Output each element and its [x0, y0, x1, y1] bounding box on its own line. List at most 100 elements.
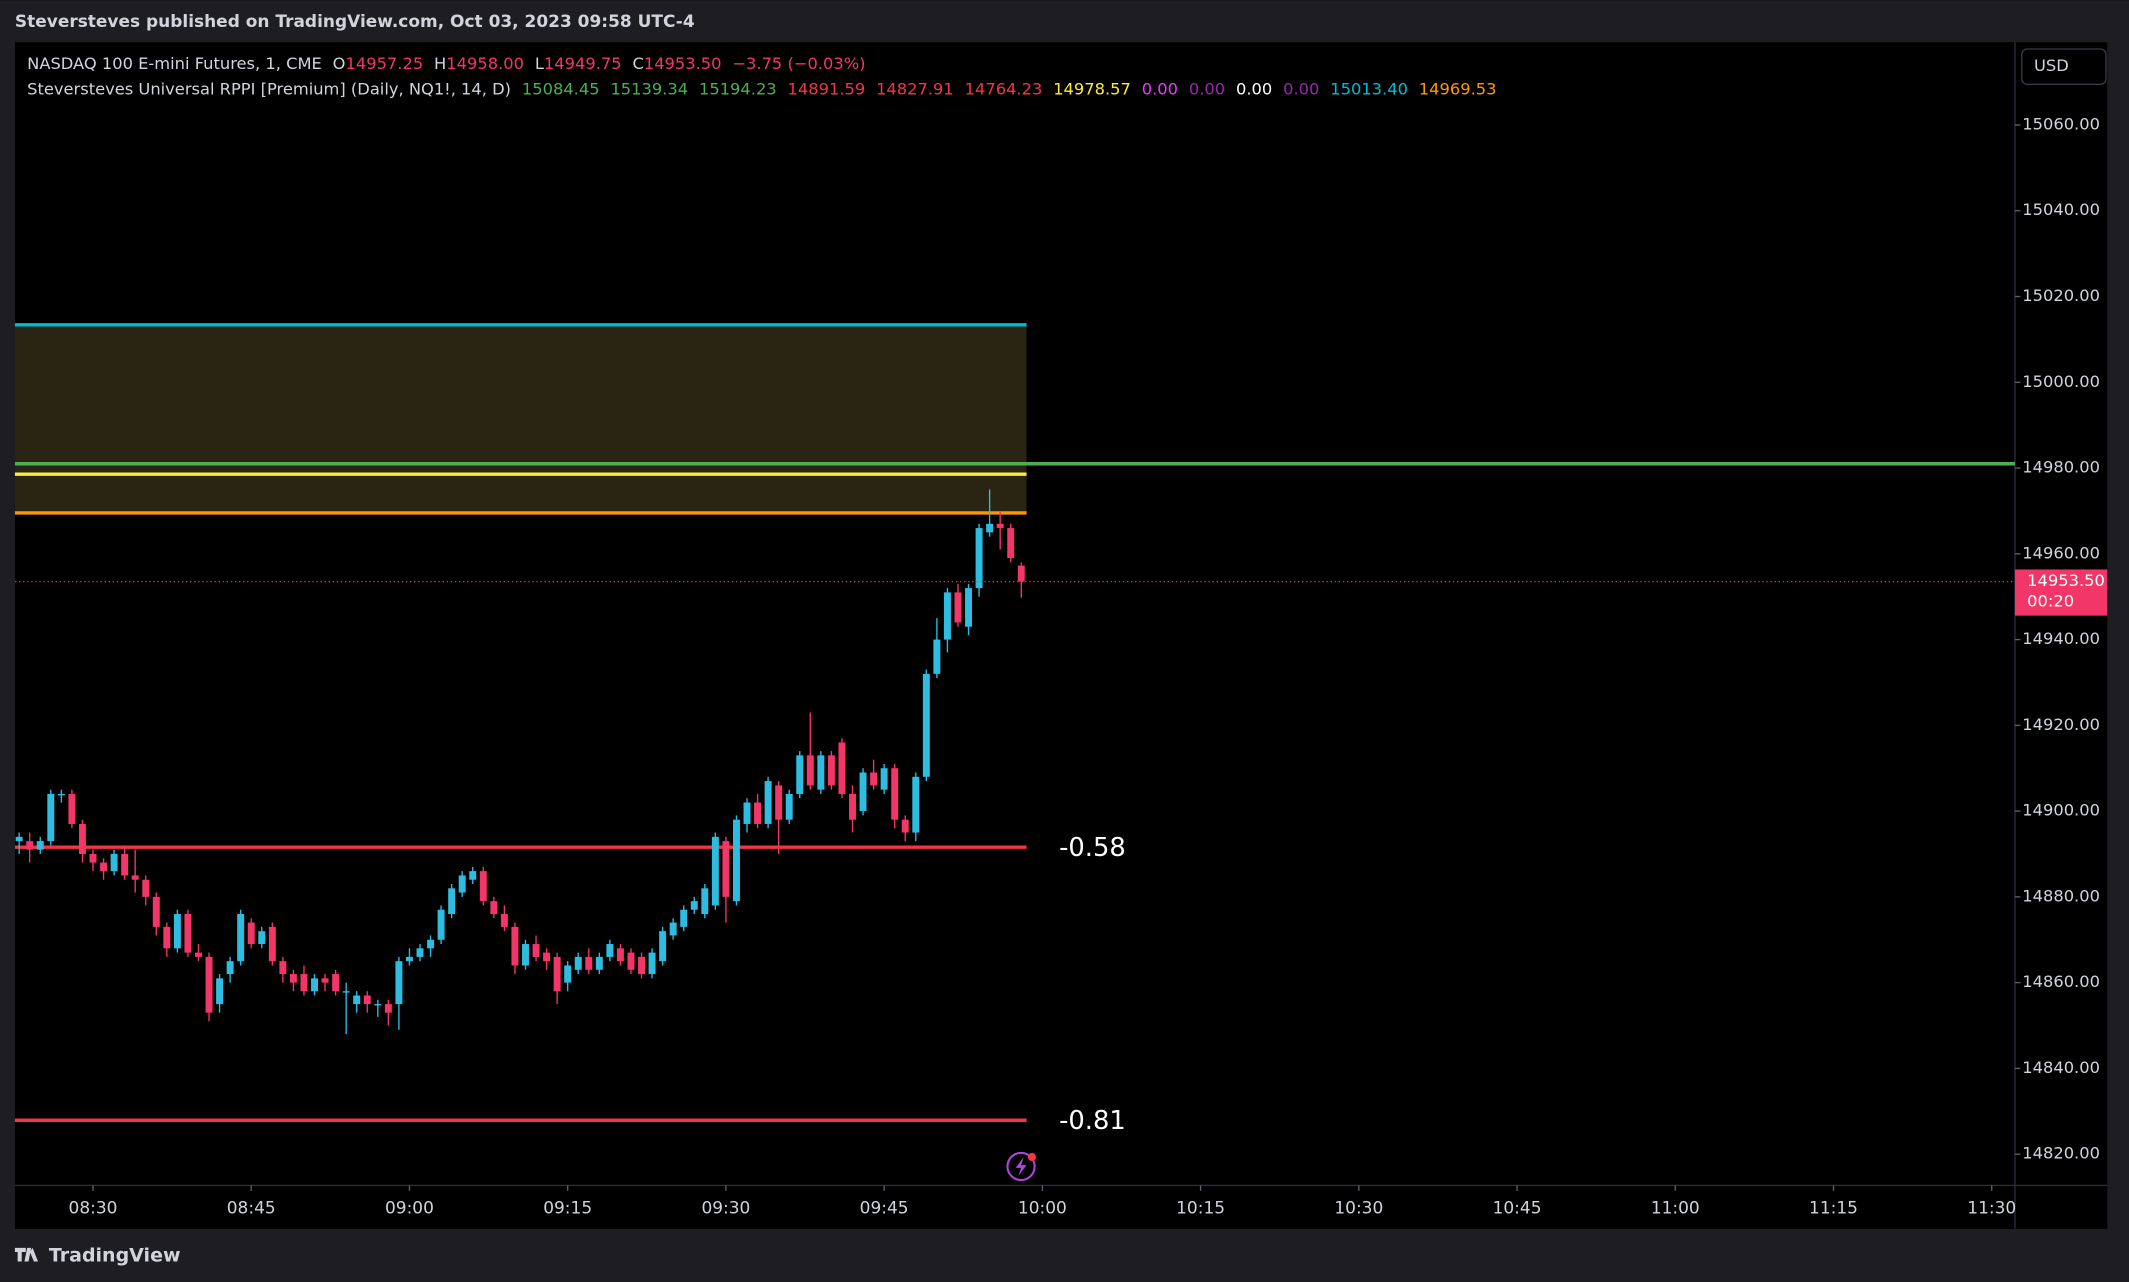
candle-body: [57, 793, 65, 796]
y-tick-label: 14900.00: [2022, 801, 2100, 820]
brand[interactable]: TradingView: [49, 1245, 181, 1267]
candle-body: [342, 991, 350, 993]
lightning-icon[interactable]: [1006, 1151, 1036, 1182]
candle-body: [901, 819, 909, 833]
candle-body: [532, 944, 540, 957]
ohlc-value: 14957.25: [346, 53, 424, 72]
x-tick-label: 08:45: [227, 1199, 276, 1219]
y-tick-label: 14860.00: [2022, 972, 2100, 991]
publish-title: Steversteves published on TradingView.co…: [15, 12, 695, 32]
candle-body: [933, 639, 941, 674]
candle-body: [585, 956, 593, 970]
indicator-value: 14978.57: [1053, 79, 1131, 98]
candle-body: [986, 523, 994, 533]
candle-body: [36, 841, 44, 850]
candle-body: [173, 914, 181, 949]
indicator-value: 0.00: [1142, 79, 1178, 98]
y-tick-label: 14840.00: [2022, 1058, 2100, 1077]
candle-body: [500, 914, 508, 927]
candle-body: [891, 768, 899, 820]
y-tick-label: 14920.00: [2022, 715, 2100, 734]
y-tick-label: 14940.00: [2022, 629, 2100, 648]
candle-body: [311, 978, 318, 992]
candle-body: [89, 853, 97, 863]
currency[interactable]: USD: [2034, 56, 2069, 75]
candle-body: [827, 755, 835, 786]
candle-body: [15, 836, 23, 842]
x-tick-label: 10:30: [1334, 1199, 1383, 1219]
last-price-label: 14953.50: [2027, 571, 2105, 590]
y-tick-label: 15040.00: [2022, 200, 2100, 219]
candle-body: [142, 879, 150, 897]
candle-body: [574, 956, 582, 970]
candle-body: [975, 528, 983, 589]
candle-body: [511, 926, 519, 966]
candle-body: [965, 588, 973, 627]
x-tick-label: 09:15: [543, 1199, 592, 1219]
candle-body: [1007, 528, 1015, 559]
x-tick-label: 10:45: [1493, 1199, 1542, 1219]
indicator-value: 0.00: [1236, 79, 1272, 98]
x-tick-label: 11:30: [1967, 1199, 2016, 1219]
candle-body: [732, 819, 740, 902]
footer-logo[interactable]: [14, 1247, 39, 1262]
currency-button[interactable]: [2021, 48, 2107, 85]
candle-body: [522, 944, 529, 966]
candle-body: [47, 793, 55, 842]
x-tick-label: 10:15: [1176, 1199, 1225, 1219]
candle-body: [922, 673, 930, 777]
ohlc-label: H: [434, 53, 446, 72]
indicator-value: 0.00: [1283, 79, 1319, 98]
candle-body: [754, 802, 762, 824]
candle-body: [1017, 565, 1025, 582]
level-label: -0.81: [1059, 1106, 1126, 1136]
candle-body: [427, 939, 435, 949]
candle-body: [437, 909, 445, 940]
candle-body: [616, 948, 624, 962]
y-tick-label: 14960.00: [2022, 543, 2100, 562]
candle-body: [859, 772, 867, 812]
y-tick-label: 15000.00: [2022, 372, 2100, 391]
y-tick-label: 15060.00: [2022, 114, 2100, 133]
candle-body: [817, 755, 825, 790]
candle-body: [775, 785, 783, 820]
indicator-value: 14827.91: [876, 79, 954, 98]
candle-body: [943, 592, 951, 640]
indicator-value: 15139.34: [610, 79, 688, 98]
candle-body: [849, 793, 856, 820]
candle-body: [226, 961, 234, 975]
candle-body: [669, 922, 677, 936]
candle-body: [205, 956, 213, 1013]
candle-body: [268, 926, 276, 962]
change: −3.75 (−0.03%): [732, 53, 865, 72]
x-tick-label: 08:30: [69, 1199, 118, 1219]
x-tick-label: 11:15: [1809, 1199, 1858, 1219]
x-tick-label: 09:30: [701, 1199, 750, 1219]
candle-body: [627, 952, 635, 970]
candle-body: [110, 853, 118, 872]
indicator-value: 14969.53: [1419, 79, 1497, 98]
symbol-legend: NASDAQ 100 E-mini Futures, 1, CME O14957.…: [27, 53, 865, 72]
candle-body: [163, 926, 171, 949]
candle-body: [490, 901, 498, 915]
candle-body: [870, 772, 878, 786]
indicator-legend: Steversteves Universal RPPI [Premium] (D…: [27, 79, 1496, 98]
y-tick-label: 14820.00: [2022, 1144, 2100, 1163]
indicator-name: Steversteves Universal RPPI [Premium] (D…: [27, 79, 511, 98]
candle-body: [100, 862, 108, 872]
ohlc-value: 14949.75: [544, 53, 622, 72]
ohlc-label: O: [333, 53, 346, 72]
candle-body: [68, 793, 76, 824]
ohlc-label: C: [632, 53, 643, 72]
candle-body: [690, 901, 698, 910]
candle-body: [131, 875, 139, 880]
candle-body: [448, 888, 456, 915]
candle-body: [785, 793, 793, 820]
candle-body: [764, 781, 772, 824]
candle-body: [78, 823, 86, 854]
candle-body: [954, 592, 962, 623]
candle-body: [595, 956, 603, 970]
x-tick-label: 10:00: [1018, 1199, 1067, 1219]
candle-body: [395, 961, 403, 1005]
level-label: -0.58: [1059, 833, 1126, 863]
